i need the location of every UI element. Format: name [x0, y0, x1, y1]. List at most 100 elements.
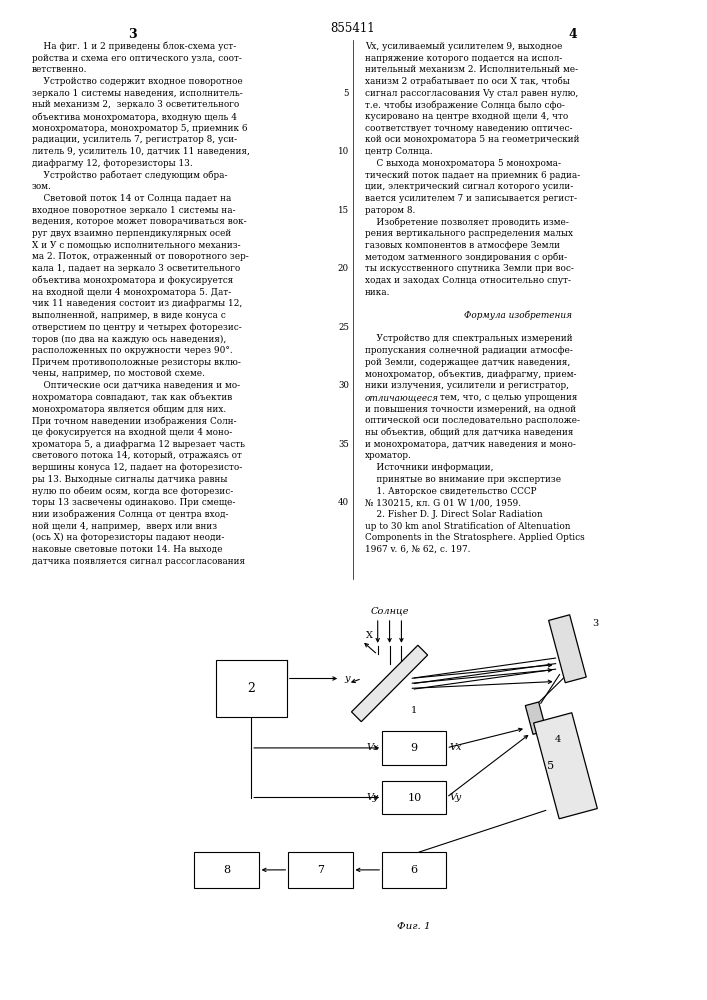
- Text: чены, например, по мостовой схеме.: чены, например, по мостовой схеме.: [32, 369, 205, 378]
- Text: 20: 20: [338, 264, 349, 273]
- Text: вершины конуса 12, падает на фоторезисто-: вершины конуса 12, падает на фоторезисто…: [32, 463, 242, 472]
- Text: це фокусируется на входной щели 4 моно-: це фокусируется на входной щели 4 моно-: [32, 428, 232, 437]
- Text: 5: 5: [547, 761, 554, 771]
- Text: чик 11 наведения состоит из диафрагмы 12,: чик 11 наведения состоит из диафрагмы 12…: [32, 299, 242, 308]
- Text: (ось Х) на фоторезисторы падают неоди-: (ось Х) на фоторезисторы падают неоди-: [32, 533, 224, 542]
- Bar: [288, 852, 353, 888]
- Text: При точном наведении изображения Солн-: При точном наведении изображения Солн-: [32, 416, 236, 426]
- Text: зеркало 1 системы наведения, исполнитель-: зеркало 1 системы наведения, исполнитель…: [32, 89, 243, 98]
- Text: Солнце: Солнце: [370, 606, 409, 615]
- Text: отличающееся: отличающееся: [365, 393, 439, 402]
- Text: и повышения точности измерений, на одной: и повышения точности измерений, на одной: [365, 405, 576, 414]
- Text: ройства и схема его оптического узла, соот-: ройства и схема его оптического узла, со…: [32, 54, 242, 63]
- Text: ника.: ника.: [365, 288, 390, 297]
- Text: пропускания солнечной радиации атмосфе-: пропускания солнечной радиации атмосфе-: [365, 346, 573, 355]
- Text: 5: 5: [344, 89, 349, 98]
- Text: На фиг. 1 и 2 приведены блок-схема уст-: На фиг. 1 и 2 приведены блок-схема уст-: [32, 42, 236, 51]
- Text: Изобретение позволяет проводить изме-: Изобретение позволяет проводить изме-: [365, 217, 568, 227]
- Text: монохроматора является общим для них.: монохроматора является общим для них.: [32, 405, 226, 414]
- Text: кой оси монохроматора 5 на геометрический: кой оси монохроматора 5 на геометрически…: [365, 135, 579, 144]
- Text: датчика появляется сигнал рассогласования: датчика появляется сигнал рассогласовани…: [32, 557, 245, 566]
- Text: расположенных по окружности через 90°.: расположенных по окружности через 90°.: [32, 346, 233, 355]
- Text: ны объектив, общий для датчика наведения: ны объектив, общий для датчика наведения: [365, 428, 573, 437]
- Text: y: y: [344, 674, 350, 683]
- Text: 3: 3: [129, 28, 137, 41]
- Text: Х и У с помощью исполнительного механиз-: Х и У с помощью исполнительного механиз-: [32, 241, 240, 250]
- Text: ратором 8.: ратором 8.: [365, 206, 415, 215]
- Text: 30: 30: [338, 381, 349, 390]
- Text: ры 13. Выходные сигналы датчика равны: ры 13. Выходные сигналы датчика равны: [32, 475, 227, 484]
- Text: 10: 10: [338, 147, 349, 156]
- Text: ма 2. Поток, отраженный от поворотного зер-: ма 2. Поток, отраженный от поворотного з…: [32, 252, 249, 261]
- Text: 7: 7: [317, 865, 324, 875]
- Text: 4: 4: [554, 735, 561, 744]
- Text: Vx: Vx: [450, 743, 462, 752]
- Text: Устройство для спектральных измерений: Устройство для спектральных измерений: [365, 334, 573, 343]
- Text: рения вертикального распределения малых: рения вертикального распределения малых: [365, 229, 573, 238]
- Text: светового потока 14, который, отражаясь от: светового потока 14, который, отражаясь …: [32, 451, 242, 460]
- Text: 1: 1: [411, 706, 417, 715]
- Text: Фиг. 1: Фиг. 1: [397, 922, 431, 931]
- Text: 1. Авторское свидетельство СССР: 1. Авторское свидетельство СССР: [365, 487, 537, 496]
- Text: диафрагму 12, фоторезисторы 13.: диафрагму 12, фоторезисторы 13.: [32, 159, 192, 168]
- Text: нии изображения Солнца от центра вход-: нии изображения Солнца от центра вход-: [32, 510, 228, 519]
- Text: Vx: Vx: [366, 743, 379, 752]
- Text: хроматора 5, а диафрагма 12 вырезает часть: хроматора 5, а диафрагма 12 вырезает час…: [32, 440, 245, 449]
- Text: выполненной, например, в виде конуса с: выполненной, например, в виде конуса с: [32, 311, 226, 320]
- Polygon shape: [549, 615, 586, 683]
- Text: отверстием по центру и четырех фоторезис-: отверстием по центру и четырех фоторезис…: [32, 323, 242, 332]
- Text: 6: 6: [411, 865, 418, 875]
- Bar: [382, 852, 446, 888]
- Text: С выхода монохроматора 5 монохрома-: С выхода монохроматора 5 монохрома-: [365, 159, 561, 168]
- Text: 25: 25: [338, 323, 349, 332]
- Text: литель 9, усилитель 10, датчик 11 наведения,: литель 9, усилитель 10, датчик 11 наведе…: [32, 147, 250, 156]
- Text: ный механизм 2,  зеркало 3 осветительного: ный механизм 2, зеркало 3 осветительного: [32, 100, 239, 109]
- Text: Устройство работает следующим обра-: Устройство работает следующим обра-: [32, 171, 228, 180]
- Text: 855411: 855411: [331, 22, 375, 35]
- Text: тический поток падает на приемник 6 радиа-: тический поток падает на приемник 6 ради…: [365, 171, 580, 180]
- Text: № 130215, кл. G 01 W 1/00, 1959.: № 130215, кл. G 01 W 1/00, 1959.: [365, 498, 521, 507]
- Text: ведения, которое может поворачиваться вок-: ведения, которое может поворачиваться во…: [32, 217, 247, 226]
- Text: Световой поток 14 от Солнца падает на: Световой поток 14 от Солнца падает на: [32, 194, 231, 203]
- Text: ники излучения, усилители и регистратор,: ники излучения, усилители и регистратор,: [365, 381, 569, 390]
- Text: 35: 35: [338, 440, 349, 449]
- Text: соответствует точному наведению оптичес-: соответствует точному наведению оптичес-: [365, 124, 573, 133]
- Text: 1967 v. 6, № 62, с. 197.: 1967 v. 6, № 62, с. 197.: [365, 545, 470, 554]
- Bar: [216, 660, 287, 717]
- Polygon shape: [534, 713, 597, 819]
- Text: торов (по два на каждую ось наведения),: торов (по два на каждую ось наведения),: [32, 334, 226, 344]
- Bar: [382, 781, 446, 814]
- Text: радиации, усилитель 7, регистратор 8, уси-: радиации, усилитель 7, регистратор 8, ус…: [32, 135, 237, 144]
- Text: Vy: Vy: [450, 793, 462, 802]
- Text: оптической оси последовательно расположе-: оптической оси последовательно расположе…: [365, 416, 580, 425]
- Text: и монохроматора, датчик наведения и моно-: и монохроматора, датчик наведения и моно…: [365, 440, 575, 449]
- Text: 15: 15: [338, 206, 349, 215]
- Text: на входной щели 4 монохроматора 5. Дат-: на входной щели 4 монохроматора 5. Дат-: [32, 288, 231, 297]
- Text: Источники информации,: Источники информации,: [365, 463, 493, 472]
- Text: Формула изобретения: Формула изобретения: [464, 311, 572, 320]
- Text: торы 13 засвечены одинаково. При смеще-: торы 13 засвечены одинаково. При смеще-: [32, 498, 235, 507]
- Text: зом.: зом.: [32, 182, 52, 191]
- Text: монохроматора, монохроматор 5, приемник 6: монохроматора, монохроматор 5, приемник …: [32, 124, 247, 133]
- Text: up to 30 km anol Stratification of Altenuation: up to 30 km anol Stratification of Alten…: [365, 522, 571, 531]
- Text: ции, электрический сигнал которого усили-: ции, электрический сигнал которого усили…: [365, 182, 573, 191]
- Text: кусировано на центре входной щели 4, что: кусировано на центре входной щели 4, что: [365, 112, 568, 121]
- Text: Устройство содержит входное поворотное: Устройство содержит входное поворотное: [32, 77, 243, 86]
- Text: 10: 10: [407, 793, 421, 803]
- Text: тем, что, с целью упрощения: тем, что, с целью упрощения: [437, 393, 578, 402]
- Text: Оптические оси датчика наведения и мо-: Оптические оси датчика наведения и мо-: [32, 381, 240, 390]
- Text: 9: 9: [411, 743, 418, 753]
- Bar: [194, 852, 259, 888]
- Text: входное поворотное зеркало 1 системы на-: входное поворотное зеркало 1 системы на-: [32, 206, 235, 215]
- Text: вается усилителем 7 и записывается регист-: вается усилителем 7 и записывается регис…: [365, 194, 577, 203]
- Text: напряжение которого подается на испол-: напряжение которого подается на испол-: [365, 54, 562, 63]
- Text: хроматор.: хроматор.: [365, 451, 411, 460]
- Text: Components in the Stratosphere. Applied Optics: Components in the Stratosphere. Applied …: [365, 533, 585, 542]
- Polygon shape: [525, 702, 547, 734]
- Text: 3: 3: [592, 619, 598, 628]
- Text: X: X: [366, 631, 373, 640]
- Bar: [382, 731, 446, 765]
- Text: объектива монохроматора и фокусируется: объектива монохроматора и фокусируется: [32, 276, 233, 285]
- Text: наковые световые потоки 14. На выходе: наковые световые потоки 14. На выходе: [32, 545, 222, 554]
- Text: Причем противоположные резисторы вклю-: Причем противоположные резисторы вклю-: [32, 358, 240, 367]
